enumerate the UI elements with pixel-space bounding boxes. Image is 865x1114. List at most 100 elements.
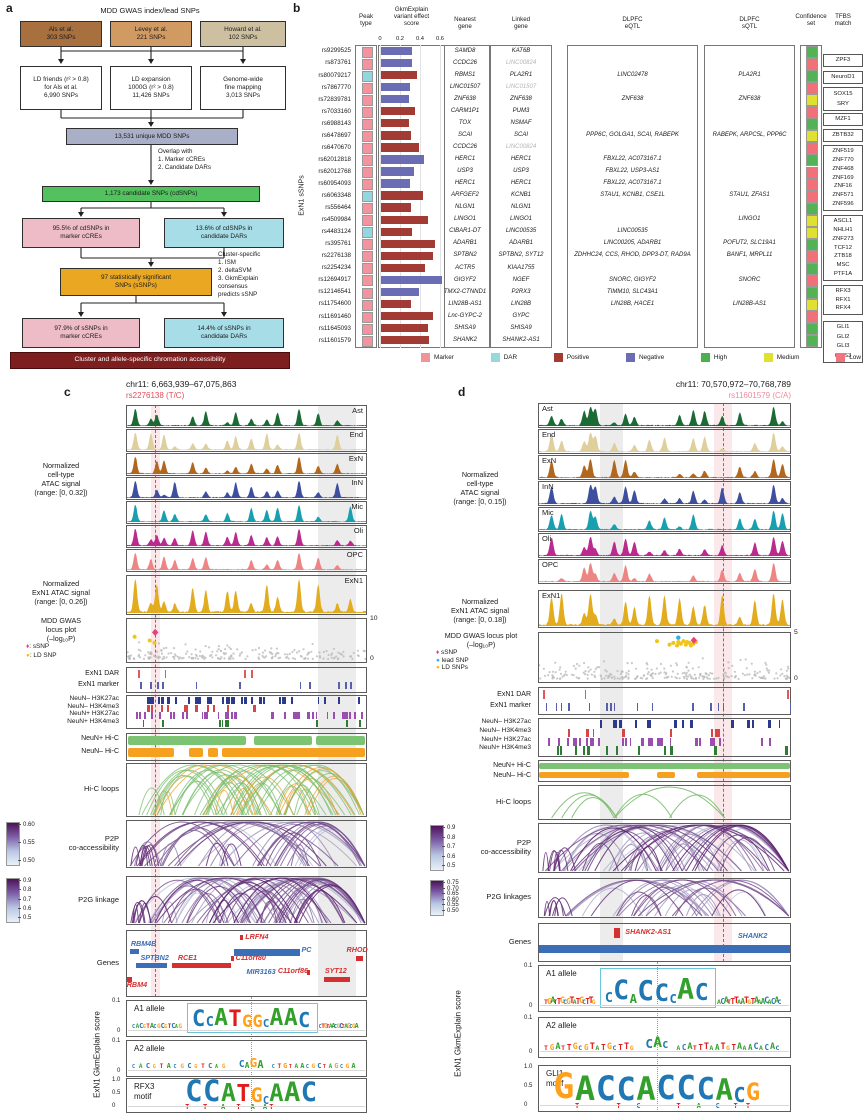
- tfbs-label: PTF1A: [833, 271, 853, 278]
- nearest-gene-cell: TMX2-CTNND1: [443, 288, 487, 295]
- logo-letter: A: [574, 1068, 596, 1108]
- legend-row: Marker DAR Positive Negative High Medium Low: [421, 353, 861, 362]
- p2g-box: [126, 876, 367, 925]
- row-label: NeuN+ H3K27ac: [69, 710, 119, 717]
- sqtl-cell: ZNF638: [738, 95, 761, 102]
- nearest-gene-cell: SAMD8: [454, 47, 476, 54]
- histone-tick: [629, 737, 632, 746]
- logo-letter: C: [616, 1070, 636, 1108]
- peak-type-swatch: [361, 118, 373, 130]
- a2-allele-box-ymin: 0: [529, 1049, 533, 1055]
- locus-legend-label: lead SNP: [439, 656, 469, 664]
- logo-flank-letter: C: [271, 1064, 275, 1070]
- logo-flank-letter: A: [149, 1022, 155, 1030]
- histone-tick: [231, 712, 234, 719]
- snp-dashed-line: [155, 405, 157, 997]
- logo-flank-letter: A: [135, 1023, 140, 1030]
- histone-tick: [166, 697, 170, 704]
- histone-tick: [751, 720, 754, 729]
- row-label: NeuN+ H3K4me3: [67, 717, 119, 725]
- nearest-gene-cell: ACTR5: [455, 264, 475, 271]
- eqtl-cell: FBXL22, AC073167.1: [603, 156, 662, 163]
- linked-gene-cell: SCAI: [513, 131, 528, 138]
- logo-flank-letter: G: [559, 995, 566, 1006]
- confidence-swatch: [806, 118, 818, 131]
- logo-flank-letter: A: [331, 1022, 336, 1030]
- nearest-gene-cell: RBMS1: [454, 71, 476, 78]
- histone-tick: [323, 697, 326, 704]
- nearest-gene-cell: SCAI: [457, 131, 472, 138]
- p2p-box-svg: [542, 824, 790, 872]
- histone-tick: [715, 728, 718, 737]
- p2g-colorbar: [430, 880, 444, 916]
- histone-tick: [615, 746, 618, 755]
- logo-flank-letter: C: [777, 997, 782, 1006]
- rsid-label: rs11601579: [318, 336, 351, 344]
- tfbs-label: MZF1: [835, 116, 851, 122]
- row-label: Genes: [508, 936, 531, 946]
- logo-flank-letter: T: [544, 1043, 548, 1052]
- rsid-label: rs6470670: [321, 143, 351, 151]
- eqtl-cell: ZDHHC24, CCS, RHOD, DPP3-DT, RAD9A: [574, 252, 691, 259]
- linked-gene-cell: LINC00824: [505, 144, 537, 150]
- logo-flank-letter: A: [354, 1022, 359, 1030]
- tfbs-label: ZNF468: [832, 165, 854, 172]
- histone-tick: [201, 712, 204, 719]
- box-ld-expansion: LD expansion 1000G (r² > 0.8) 11,426 SNP…: [110, 66, 192, 110]
- logo-flank-letter: G: [156, 1023, 161, 1030]
- nearest-gene-cell: GIGYF2: [453, 276, 476, 283]
- box-levey: Levey et al. 221 SNPs: [110, 21, 192, 47]
- histone-tick: [638, 746, 640, 755]
- logo-flank-letter: A: [716, 997, 721, 1006]
- region-tick: [651, 702, 654, 712]
- box-ssnp-dar: 14.4% of sSNPs in candidate DARs: [164, 318, 284, 348]
- logo-flank-letter: A: [714, 1042, 720, 1052]
- rsid-label: rs60954093: [318, 179, 351, 187]
- histone-tick: [218, 719, 222, 727]
- track-name-label: ExN1: [344, 576, 363, 585]
- logo-flank-letter: C: [349, 1024, 353, 1030]
- peak-type-swatch: [361, 311, 373, 323]
- histone-tick: [648, 737, 651, 746]
- tfbs-label: RFX4: [835, 305, 851, 312]
- eqtl-cell: ZNF638: [621, 95, 644, 102]
- histone-tick: [640, 737, 644, 746]
- logo-flank-letter: A: [555, 1041, 561, 1052]
- tfbs-group: ZBTB32: [823, 129, 863, 142]
- locus-legend-label: LD SNPs: [439, 664, 468, 671]
- column-frame: [378, 45, 445, 348]
- locus-legend-label: sSNP: [439, 649, 458, 656]
- region-tick: [543, 690, 545, 699]
- peak-type-swatch: [361, 167, 373, 178]
- histone-tick: [298, 712, 301, 719]
- signal-plot: [127, 457, 366, 474]
- locus-legend-item: ♦: sSNP: [26, 643, 49, 650]
- tfbs-group: SOX15 SRY: [823, 87, 863, 111]
- locus-legend-symbol: ●: [436, 664, 440, 671]
- rsid-label: rs4509984: [321, 216, 351, 224]
- flow-title: MDD GWAS index/lead SNPs: [100, 6, 200, 15]
- nearest-gene-cell: HERC1: [454, 156, 476, 163]
- rsid-label: rs12146541: [318, 288, 351, 296]
- histone-tick: [778, 720, 781, 729]
- gene-label: SHANK2-AS1: [625, 926, 672, 936]
- linked-gene-cell: NLGN1: [510, 204, 531, 211]
- rsid-label: rs72839781: [318, 95, 351, 103]
- signal-track-box: [126, 429, 367, 452]
- signal-track-box: [538, 590, 791, 628]
- confidence-swatch: [806, 202, 818, 215]
- rsid-label: rs556464: [325, 204, 351, 212]
- logo-flank-letter: T: [588, 995, 594, 1006]
- row-label: NeuN– H3K4me3: [479, 726, 531, 734]
- histone-tick: [689, 720, 692, 729]
- histone-tick: [690, 720, 693, 729]
- p2g-colorbar-tick-label: 0.6: [23, 905, 32, 912]
- gene-body: [126, 977, 132, 982]
- caption-locus-plot: MDD GWAS locus plot (–log₁₀P): [40, 616, 82, 643]
- caption-celltype-atac: Normalized cell-type ATAC signal (range:…: [453, 470, 507, 506]
- region-tick: [162, 681, 164, 690]
- logo-flank-letter: T: [322, 1064, 326, 1070]
- confidence-swatch: [806, 274, 818, 287]
- p2g-colorbar-tick-label: 0.7: [23, 896, 32, 903]
- p2p-colorbar-tick: [18, 842, 21, 843]
